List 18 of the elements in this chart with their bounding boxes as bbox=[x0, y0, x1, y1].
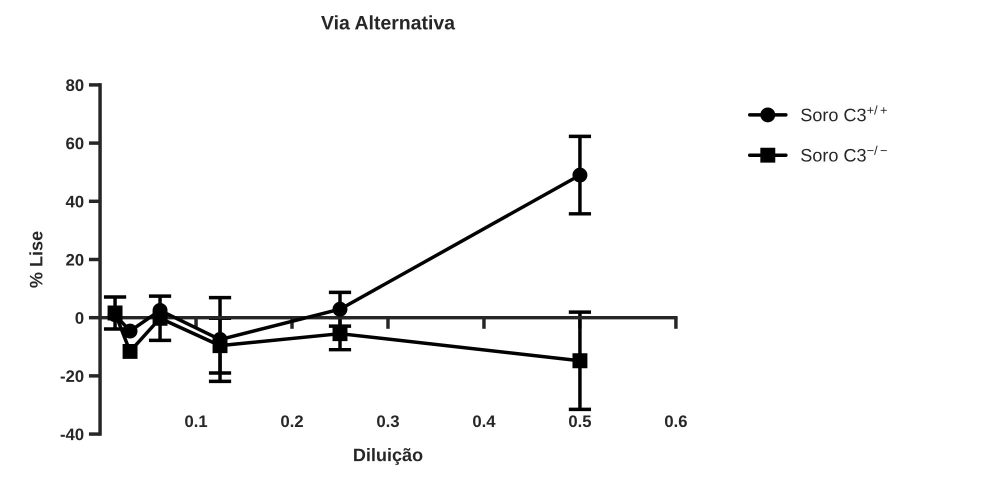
x-tick-label: 0.4 bbox=[473, 415, 496, 428]
y-tick-label: 60 bbox=[66, 138, 84, 150]
y-axis-title: % Lise bbox=[29, 232, 43, 288]
x-tick-label: 0.1 bbox=[185, 415, 208, 428]
legend-label: Soro C3$^{−/−}$ bbox=[801, 146, 887, 162]
y-tick-label: 80 bbox=[66, 79, 84, 92]
x-tick-label: 0.6 bbox=[664, 415, 687, 428]
y-tick-label: 20 bbox=[66, 254, 84, 266]
chart-title: Via Alternativa bbox=[321, 15, 456, 30]
y-tick-label: 40 bbox=[66, 196, 84, 208]
y-tick-label: -20 bbox=[60, 370, 84, 382]
y-tick-label: 0 bbox=[75, 312, 84, 324]
x-axis-title: Diluição bbox=[354, 448, 422, 465]
y-tick-label: -40 bbox=[60, 428, 84, 440]
legend-label: Soro C3$^{+/+}$ bbox=[801, 105, 887, 122]
x-tick-label: 0.2 bbox=[281, 415, 303, 428]
x-tick-label: 0.5 bbox=[569, 415, 592, 428]
x-tick-label: 0.3 bbox=[377, 415, 399, 428]
